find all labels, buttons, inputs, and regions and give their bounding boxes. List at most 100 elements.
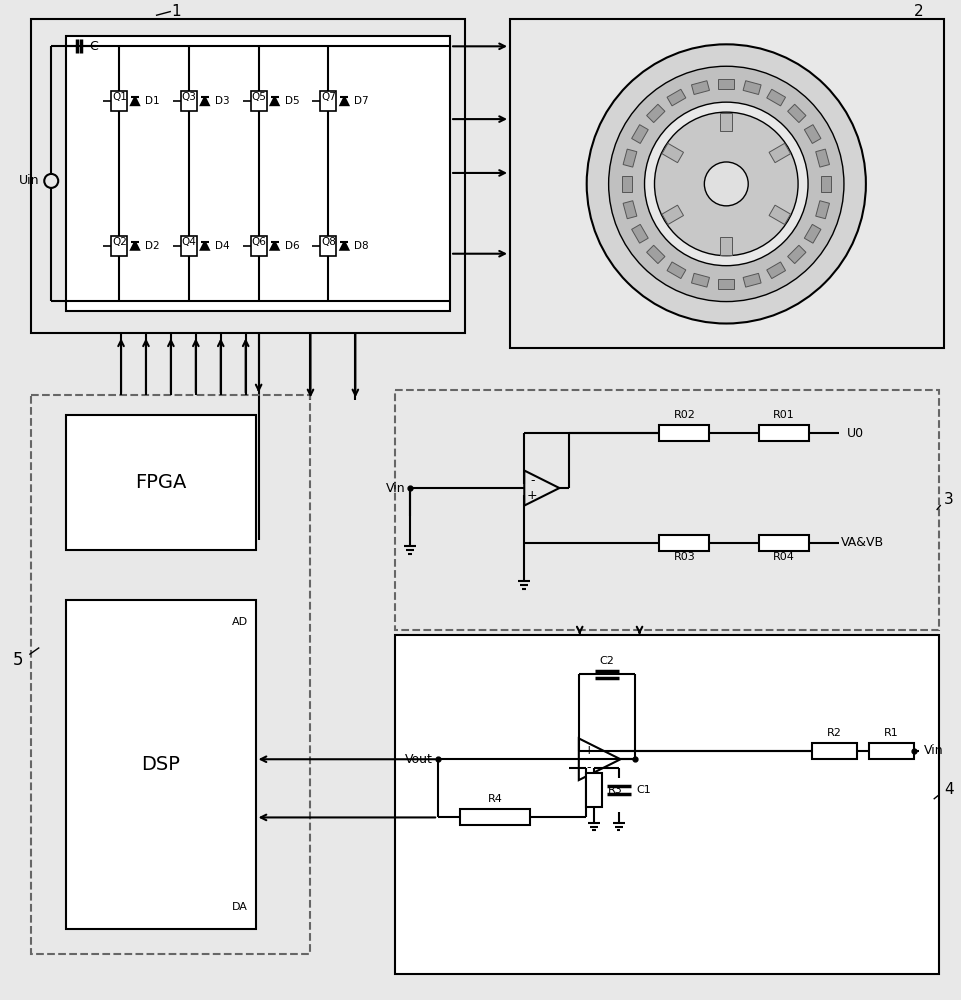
- Circle shape: [608, 66, 843, 302]
- Bar: [815, 149, 828, 167]
- Bar: [758, 535, 808, 551]
- Bar: [659, 535, 708, 551]
- Bar: [66, 415, 256, 550]
- Text: R01: R01: [773, 410, 794, 420]
- Text: VA&VB: VA&VB: [840, 536, 883, 549]
- Bar: [787, 104, 805, 123]
- Polygon shape: [270, 97, 279, 105]
- Bar: [811, 743, 856, 759]
- Text: Vin: Vin: [385, 482, 405, 495]
- Text: D8: D8: [354, 241, 369, 251]
- Bar: [320, 236, 336, 256]
- Bar: [631, 224, 648, 243]
- Text: Q4: Q4: [182, 237, 197, 247]
- Bar: [111, 236, 127, 256]
- Text: R2: R2: [826, 728, 841, 738]
- Bar: [691, 81, 709, 94]
- Bar: [868, 743, 913, 759]
- Circle shape: [586, 44, 865, 324]
- Bar: [646, 104, 664, 123]
- Bar: [66, 600, 256, 929]
- Polygon shape: [201, 97, 209, 105]
- Text: 1: 1: [171, 4, 181, 19]
- Text: DSP: DSP: [141, 755, 180, 774]
- Text: D4: D4: [214, 241, 229, 251]
- Bar: [661, 143, 683, 163]
- Bar: [459, 809, 530, 825]
- Bar: [251, 91, 266, 111]
- Bar: [631, 125, 648, 143]
- Bar: [718, 279, 733, 289]
- Bar: [32, 19, 464, 333]
- Text: -: -: [586, 761, 590, 774]
- Text: DA: DA: [232, 902, 247, 912]
- Bar: [181, 91, 197, 111]
- Bar: [66, 36, 450, 311]
- Text: Q8: Q8: [321, 237, 336, 247]
- Polygon shape: [340, 97, 348, 105]
- Text: U0: U0: [846, 427, 863, 440]
- Text: R1: R1: [883, 728, 898, 738]
- Bar: [768, 205, 790, 224]
- Bar: [758, 425, 808, 441]
- Text: R4: R4: [487, 794, 502, 804]
- Text: D6: D6: [284, 241, 299, 251]
- Text: Q3: Q3: [182, 92, 197, 102]
- Text: 5: 5: [12, 651, 23, 669]
- Text: D5: D5: [284, 96, 299, 106]
- Text: Q2: Q2: [111, 237, 127, 247]
- Bar: [666, 262, 685, 279]
- Polygon shape: [201, 242, 209, 250]
- Text: D7: D7: [354, 96, 369, 106]
- Text: D3: D3: [214, 96, 229, 106]
- Bar: [661, 205, 683, 224]
- Bar: [509, 19, 943, 348]
- Polygon shape: [270, 242, 279, 250]
- Text: D1: D1: [145, 96, 160, 106]
- Text: Q1: Q1: [111, 92, 127, 102]
- Text: Q5: Q5: [252, 92, 266, 102]
- Bar: [787, 245, 805, 264]
- Text: Q7: Q7: [321, 92, 336, 102]
- Text: FPGA: FPGA: [136, 473, 186, 492]
- Text: Q6: Q6: [252, 237, 266, 247]
- Bar: [320, 91, 336, 111]
- Text: D2: D2: [145, 241, 160, 251]
- Bar: [251, 236, 266, 256]
- Bar: [803, 125, 820, 143]
- Bar: [659, 425, 708, 441]
- Text: R04: R04: [773, 552, 794, 562]
- Bar: [766, 89, 785, 106]
- Text: R03: R03: [673, 552, 695, 562]
- Circle shape: [653, 112, 798, 256]
- Text: C1: C1: [636, 785, 651, 795]
- Text: C2: C2: [599, 656, 614, 666]
- Bar: [646, 245, 664, 264]
- Text: Vout: Vout: [405, 753, 432, 766]
- Circle shape: [644, 102, 807, 266]
- Bar: [32, 395, 310, 954]
- Bar: [621, 176, 631, 192]
- Bar: [623, 201, 636, 219]
- Text: Uin: Uin: [19, 174, 39, 187]
- Bar: [820, 176, 830, 192]
- Text: AD: AD: [232, 617, 247, 627]
- Bar: [691, 273, 709, 287]
- Bar: [585, 773, 602, 807]
- Bar: [720, 237, 731, 255]
- Bar: [623, 149, 636, 167]
- Text: -: -: [530, 474, 534, 487]
- Bar: [742, 273, 760, 287]
- Bar: [111, 91, 127, 111]
- Bar: [768, 143, 790, 163]
- Bar: [742, 81, 760, 94]
- Text: C: C: [89, 40, 98, 53]
- Bar: [815, 201, 828, 219]
- Bar: [718, 79, 733, 89]
- Text: 2: 2: [913, 4, 923, 19]
- Bar: [666, 89, 685, 106]
- Circle shape: [703, 162, 748, 206]
- Text: R02: R02: [673, 410, 695, 420]
- Bar: [395, 390, 938, 630]
- Bar: [803, 224, 820, 243]
